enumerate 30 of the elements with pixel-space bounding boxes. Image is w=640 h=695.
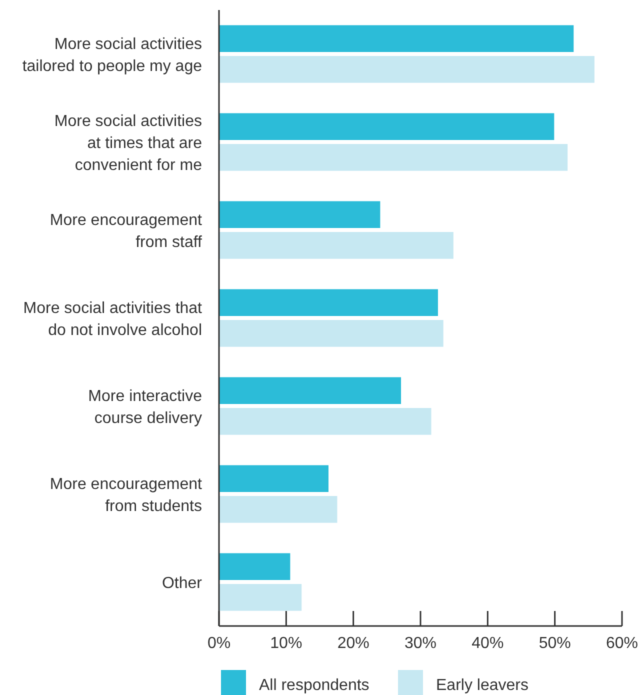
bar xyxy=(219,56,594,83)
legend-label: Early leavers xyxy=(436,677,528,694)
bar xyxy=(219,201,380,228)
y-tick-label: More encouragement from students xyxy=(50,476,203,515)
bar xyxy=(219,320,444,347)
bar xyxy=(219,465,328,492)
bar xyxy=(219,144,568,171)
x-tick-label: 0% xyxy=(207,635,231,652)
bar xyxy=(219,289,438,316)
bar xyxy=(219,408,432,435)
bar xyxy=(219,496,338,523)
x-tick-label: 50% xyxy=(538,635,571,652)
x-tick-label: 60% xyxy=(606,635,638,652)
bar xyxy=(219,232,454,259)
x-tick-label: 10% xyxy=(270,635,302,652)
y-tick-label: More social activities that do not involve alcohol xyxy=(23,300,203,339)
y-tick-label: More interactive course delivery xyxy=(88,388,202,427)
x-tick-label: 20% xyxy=(337,635,370,652)
y-tick-label: More social activities at times that are convenient for me xyxy=(54,113,202,174)
bar xyxy=(219,377,402,404)
bar xyxy=(219,584,302,611)
y-tick-label: More encouragement from staff xyxy=(50,212,203,251)
bar xyxy=(219,113,554,140)
x-tick-label: 40% xyxy=(472,635,504,652)
x-tick-label: 30% xyxy=(404,635,437,652)
y-tick-label: Other xyxy=(162,575,203,592)
legend-label: All respondents xyxy=(259,677,370,694)
y-tick-label: More social activities tailored to people my age xyxy=(22,36,202,75)
bar xyxy=(219,553,290,580)
bar xyxy=(219,25,574,52)
